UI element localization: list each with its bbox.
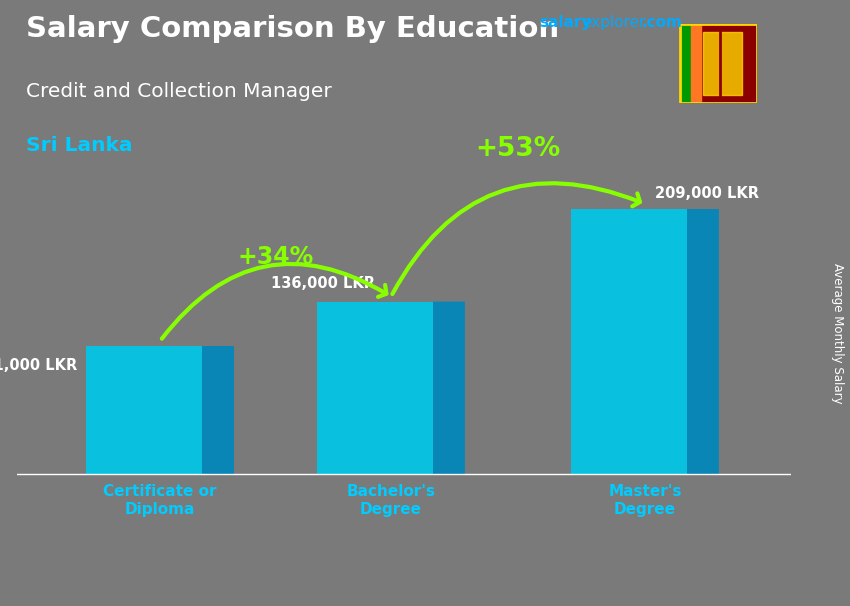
Text: 209,000 LKR: 209,000 LKR	[655, 187, 759, 201]
Text: .com: .com	[642, 15, 683, 30]
Polygon shape	[433, 302, 465, 474]
Text: Salary Comparison By Education: Salary Comparison By Education	[26, 15, 558, 43]
Text: Credit and Collection Manager: Credit and Collection Manager	[26, 82, 332, 101]
Polygon shape	[201, 346, 234, 474]
Text: 101,000 LKR: 101,000 LKR	[0, 358, 77, 373]
Bar	[680, 24, 690, 103]
Text: Sri Lanka: Sri Lanka	[26, 136, 132, 155]
Polygon shape	[687, 209, 719, 474]
Polygon shape	[571, 209, 687, 474]
Text: explorer: explorer	[582, 15, 646, 30]
Text: +34%: +34%	[237, 245, 314, 269]
Text: Bachelor's
Degree: Bachelor's Degree	[347, 484, 435, 517]
Polygon shape	[317, 302, 433, 474]
Polygon shape	[86, 346, 201, 474]
Bar	[703, 32, 741, 95]
Text: Average Monthly Salary: Average Monthly Salary	[830, 263, 844, 404]
Text: Master's
Degree: Master's Degree	[609, 484, 682, 517]
Text: Certificate or
Diploma: Certificate or Diploma	[104, 484, 217, 517]
Text: salary: salary	[540, 15, 592, 30]
Text: +53%: +53%	[475, 136, 561, 162]
Bar	[690, 24, 701, 103]
Text: 136,000 LKR: 136,000 LKR	[271, 276, 375, 291]
